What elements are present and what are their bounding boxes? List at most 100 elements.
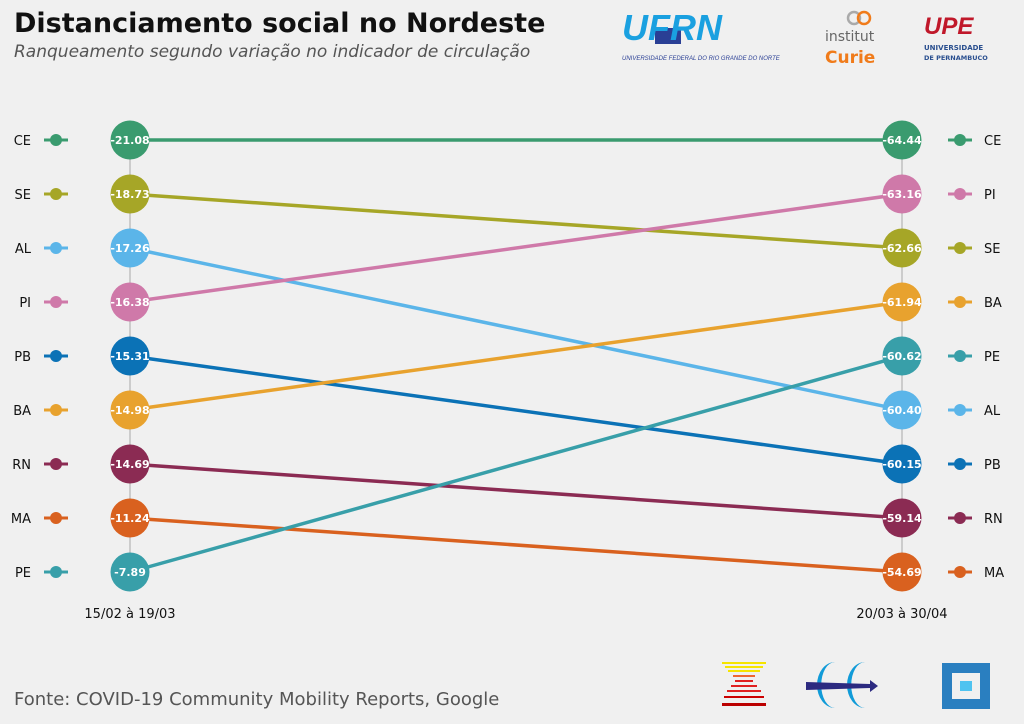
legend-label: SE xyxy=(984,242,1000,257)
curie-logo-line1: institut xyxy=(825,29,875,45)
point-PB xyxy=(882,444,922,484)
curie-logo-ring xyxy=(856,10,872,26)
data-label: -62.66 xyxy=(882,242,922,255)
upe-logo: UPE UNIVERSIDADE DE PERNAMBUCO xyxy=(924,13,988,62)
data-label: -61.94 xyxy=(882,296,922,309)
institut-curie-logo: institut Curie xyxy=(825,10,875,68)
data-label: -11.24 xyxy=(110,512,150,525)
data-label: -60.40 xyxy=(882,404,922,417)
data-label: -21.08 xyxy=(110,134,149,147)
series-line-PB xyxy=(129,354,903,466)
series-line-RN xyxy=(129,462,903,520)
legend-dot-RN xyxy=(50,458,62,470)
ufrn-logo-text: UFRN xyxy=(622,7,723,48)
series-line-BA xyxy=(129,300,903,412)
point-PI xyxy=(110,282,150,322)
legend-dot-AL xyxy=(954,404,966,416)
point-PE xyxy=(882,336,922,376)
data-label: -16.38 xyxy=(110,296,149,309)
legend-dot-PE xyxy=(954,350,966,362)
data-label: -15.31 xyxy=(110,350,149,363)
ufrn-logo-block xyxy=(655,28,681,44)
legend-label: CE xyxy=(14,134,31,149)
hourglass-logo xyxy=(722,662,766,706)
legend-dot-PE xyxy=(50,566,62,578)
legend-dot-SE xyxy=(50,188,62,200)
legend-dot-PB xyxy=(954,458,966,470)
point-SE xyxy=(110,174,150,214)
point-BA xyxy=(110,390,150,430)
legend-label: PE xyxy=(984,350,1000,365)
series-line-SE xyxy=(129,192,903,250)
cc-logo xyxy=(806,662,878,708)
point-RN xyxy=(882,498,922,538)
data-label: -59.14 xyxy=(882,512,922,525)
curie-logo-ring xyxy=(846,10,862,26)
data-label: -60.15 xyxy=(882,458,921,471)
legend-dot-MA xyxy=(50,512,62,524)
legend-dot-BA xyxy=(954,296,966,308)
ufrn-logo: UFRN UNIVERSIDADE FEDERAL DO RIO GRANDE … xyxy=(622,7,781,62)
ufrn-logo-caption: UNIVERSIDADE FEDERAL DO RIO GRANDE DO NO… xyxy=(622,56,781,62)
legend-dot-PI xyxy=(954,188,966,200)
point-SE xyxy=(882,228,922,268)
point-PI xyxy=(882,174,922,214)
period-label: 20/03 à 30/04 xyxy=(856,607,947,622)
point-RN xyxy=(110,444,150,484)
upe-logo-line2: DE PERNAMBUCO xyxy=(924,54,988,62)
cube-logo xyxy=(942,663,990,709)
point-PB xyxy=(110,336,150,376)
legend-label: SE xyxy=(15,188,31,203)
legend-label: AL xyxy=(15,242,32,257)
data-label: -60.62 xyxy=(882,350,921,363)
legend-label: AL xyxy=(984,404,1001,419)
data-label: -7.89 xyxy=(114,566,146,579)
data-label: -64.44 xyxy=(882,134,922,147)
legend-label: MA xyxy=(11,512,31,527)
series-line-AL xyxy=(129,246,903,412)
point-MA xyxy=(110,498,150,538)
point-CE xyxy=(110,120,150,160)
legend-dot-PB xyxy=(50,350,62,362)
chart-title: Distanciamento social no Nordeste xyxy=(14,8,546,39)
legend-dot-RN xyxy=(954,512,966,524)
legend-label: RN xyxy=(984,512,1003,527)
point-BA xyxy=(882,282,922,322)
legend-label: PI xyxy=(19,296,31,311)
data-label: -63.16 xyxy=(882,188,922,201)
point-AL xyxy=(882,390,922,430)
series-line-MA xyxy=(129,516,903,574)
legend-dot-SE xyxy=(954,242,966,254)
chart-subtitle: Ranqueamento segundo variação no indicad… xyxy=(14,42,531,62)
legend-dot-MA xyxy=(954,566,966,578)
legend-dot-CE xyxy=(954,134,966,146)
series-line-PI xyxy=(129,192,903,304)
source-note: Fonte: COVID-19 Community Mobility Repor… xyxy=(14,689,500,710)
series-line-PE xyxy=(129,354,903,574)
legend-label: PB xyxy=(984,458,1001,473)
curie-logo-line2: Curie xyxy=(825,48,875,68)
legend-label: PI xyxy=(984,188,996,203)
point-PE xyxy=(110,552,150,592)
point-AL xyxy=(110,228,150,268)
point-MA xyxy=(882,552,922,592)
upe-logo-line1: UNIVERSIDADE xyxy=(924,44,983,52)
legend-label: PB xyxy=(14,350,31,365)
legend-label: CE xyxy=(984,134,1001,149)
point-CE xyxy=(882,120,922,160)
legend-label: BA xyxy=(13,404,31,419)
legend-dot-AL xyxy=(50,242,62,254)
legend-label: PE xyxy=(15,566,31,581)
legend-label: MA xyxy=(984,566,1004,581)
period-label: 15/02 à 19/03 xyxy=(84,607,175,622)
data-label: -17.26 xyxy=(110,242,150,255)
data-label: -14.69 xyxy=(110,458,149,471)
legend-label: RN xyxy=(12,458,31,473)
legend-dot-CE xyxy=(50,134,62,146)
legend-dot-PI xyxy=(50,296,62,308)
legend-dot-BA xyxy=(50,404,62,416)
legend-label: BA xyxy=(984,296,1002,311)
data-label: -54.69 xyxy=(882,566,921,579)
upe-logo-text: UPE xyxy=(924,13,974,40)
